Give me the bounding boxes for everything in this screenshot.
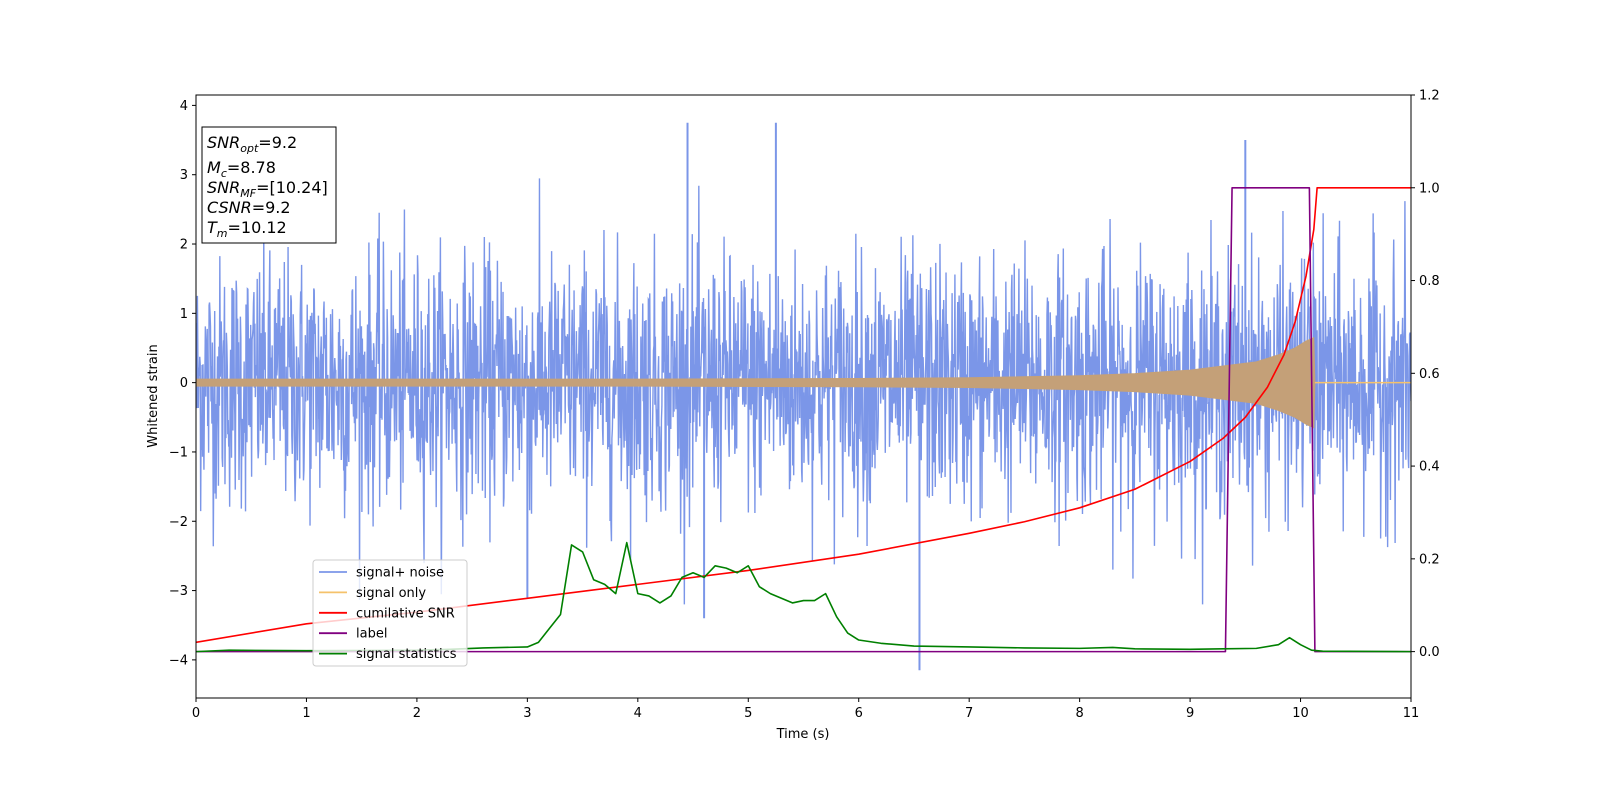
data-layer	[196, 122, 1411, 671]
x-axis-label: Time (s)	[776, 727, 830, 742]
legend-frame	[312, 559, 468, 667]
series-signal-statistics-line	[196, 541, 1411, 653]
x-tick-label-5: 5	[744, 706, 752, 721]
annotation-snr-mf-sub: MF	[240, 187, 256, 200]
x-tick-label-0: 0	[192, 706, 200, 721]
annotation-mc-sub: c	[221, 167, 227, 180]
annotation-snr-mf-value: =[10.24]	[256, 178, 328, 197]
x-tick-label-6: 6	[855, 706, 863, 721]
y-left-tick-label-1: 3	[180, 168, 188, 183]
legend: signal+ noise signal only cumilative SNR la…	[312, 559, 468, 667]
y-right-tick-label-3: 0.6	[1419, 367, 1440, 382]
y-left-tick-label-4: 0	[180, 376, 188, 391]
y-right-tick-label-6: 0.0	[1419, 645, 1440, 660]
y-left-tick-label-6: −2	[169, 515, 188, 530]
x-tick-label-9: 9	[1186, 706, 1194, 721]
plot-frame	[195, 94, 1412, 699]
legend-label-signal-noise: signal+ noise	[356, 566, 444, 581]
y-left-tick-label-5: −1	[169, 445, 188, 460]
y-right-tick-label-2: 0.8	[1419, 274, 1440, 289]
annotation-tm-base: T	[207, 218, 218, 237]
legend-label-signal-statistics: signal statistics	[356, 647, 457, 662]
annotation-line-mc: Mc=8.78	[207, 158, 276, 180]
legend-label-label: label	[356, 627, 387, 642]
series-signal-noise-line	[196, 178, 1411, 605]
x-tick-label-7: 7	[965, 706, 973, 721]
annotation-mc-base: M	[207, 158, 221, 177]
annotation-line-snr-opt: SNRopt=9.2	[207, 133, 297, 155]
x-tick-label-3: 3	[523, 706, 531, 721]
annotation-snr-opt-value: =9.2	[258, 133, 297, 152]
annotation-snr-opt-sub: opt	[240, 142, 259, 155]
y-right-tick-label-0: 1.2	[1419, 89, 1440, 104]
annotation-box: SNRopt=9.2 Mc=8.78 SNRMF=[10.24] CSNR=9.…	[201, 126, 337, 244]
y-left-tick-label-2: 2	[180, 238, 188, 253]
annotation-tm-value: =10.12	[228, 218, 287, 237]
y-left-tick-label-7: −3	[169, 584, 188, 599]
annotation-snr-mf-base: SNR	[207, 178, 240, 197]
y-left-tick-label-3: 1	[180, 307, 188, 322]
y-right-tick-label-5: 0.2	[1419, 552, 1440, 567]
annotation-csnr-value: =9.2	[252, 198, 291, 217]
axes-layer: 0 1 2 3 4 5 6 7 8 9 10 1143210−1−2−3−41.21.00.80.60…	[169, 89, 1440, 722]
annotation-frame	[201, 126, 337, 244]
annotation-mc-value: =8.78	[227, 158, 276, 177]
x-tick-label-10: 10	[1292, 706, 1309, 721]
x-tick-label-4: 4	[634, 706, 642, 721]
plot-area	[196, 122, 1411, 671]
x-tick-label-1: 1	[302, 706, 310, 721]
legend-label-cumilative-snr: cumilative SNR	[356, 606, 455, 621]
y-left-tick-label-0: 4	[180, 99, 188, 114]
legend-label-signal-only: signal only	[356, 586, 426, 601]
y-axis-label: Whitened strain	[146, 344, 161, 447]
annotation-line-snr-mf: SNRMF=[10.24]	[207, 178, 328, 200]
y-left-tick-label-8: −4	[169, 653, 188, 668]
y-right-tick-label-4: 0.4	[1419, 460, 1440, 475]
annotation-csnr-base: CSNR	[207, 198, 252, 217]
y-right-tick-label-1: 1.0	[1419, 181, 1440, 196]
annotation-tm-sub: m	[217, 227, 228, 240]
annotation-snr-opt-base: SNR	[207, 133, 240, 152]
annotation-line-csnr: CSNR=9.2	[207, 198, 291, 217]
x-tick-label-11: 11	[1403, 706, 1420, 721]
x-tick-label-8: 8	[1075, 706, 1083, 721]
annotation-line-tm: Tm=10.12	[207, 218, 287, 240]
x-tick-label-2: 2	[413, 706, 421, 721]
